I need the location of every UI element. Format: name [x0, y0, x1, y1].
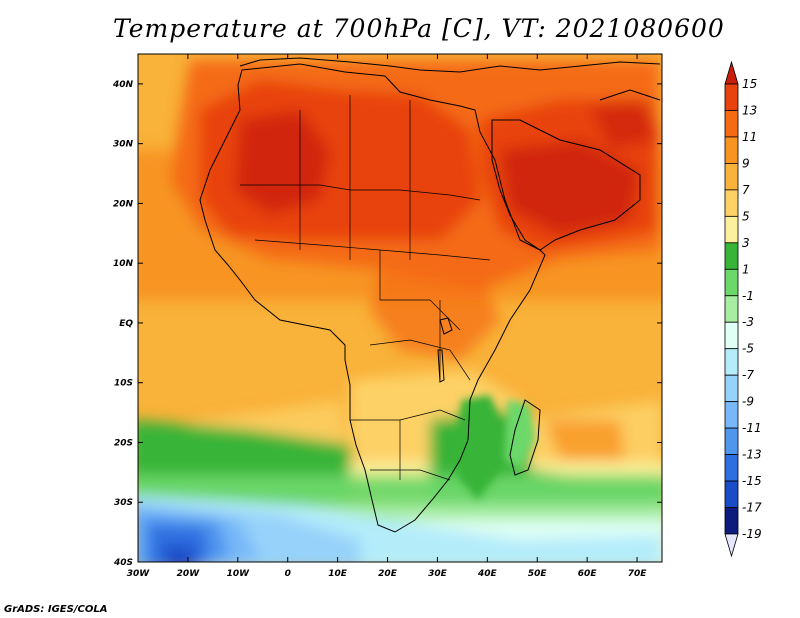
lat-tick-label: 10N [113, 259, 134, 269]
colorbar-swatch [724, 374, 739, 403]
longitude-axis: 30W 20W 10W 0 10E 20E 30E 40E 50E 60E 70E [127, 54, 647, 579]
plot-frame [137, 53, 663, 563]
lon-tick-label: 10E [328, 569, 348, 579]
colorbar-label: -3 [742, 315, 754, 329]
lat-tick-label: EQ [119, 319, 133, 329]
colorbar-bottom-arrow [724, 533, 739, 558]
colorbar-swatch [724, 268, 739, 297]
lon-tick-label: 0 [285, 569, 291, 579]
map-title: Temperature at 700hPa [C], VT: 202108060… [113, 14, 725, 43]
lon-tick-label: 40E [477, 569, 498, 579]
colorbar-swatch [724, 480, 739, 508]
colorbar-label: -13 [742, 448, 762, 462]
colorbar-label: 11 [742, 130, 757, 144]
lat-tick-label: 20S [114, 438, 133, 448]
colorbar-label: -5 [742, 342, 754, 356]
colorbar-label: -1 [742, 289, 754, 303]
colorbar-swatch [724, 215, 739, 244]
colorbar-label: -9 [742, 395, 754, 409]
colorbar-swatch [724, 507, 739, 535]
colorbar-swatch [724, 348, 739, 376]
lat-tick-label: 40S [113, 558, 133, 568]
colorbar-label: -7 [742, 368, 754, 382]
colorbar-top-arrow [724, 60, 739, 85]
lat-tick-label: 20N [113, 199, 134, 209]
colorbar-label: 13 [742, 103, 757, 117]
lon-tick-label: 30E [428, 569, 448, 579]
colorbar-label: 5 [742, 209, 750, 223]
colorbar-swatch [724, 242, 739, 270]
lon-tick-label: 50E [528, 569, 548, 579]
colorbar-swatch [724, 110, 739, 138]
lon-tick-label: 20W [177, 569, 201, 579]
lon-tick-label: 60E [578, 569, 598, 579]
colorbar-label: 1 [742, 262, 750, 276]
colorbar-swatch [724, 163, 739, 191]
colorbar-label: -19 [742, 527, 762, 541]
credit-text: GrADS: IGES/COLA [4, 604, 108, 615]
lon-tick-label: 10W [227, 569, 251, 579]
colorbar-swatch [724, 189, 739, 217]
lon-tick-label: 70E [628, 569, 648, 579]
lat-tick-label: 30N [113, 140, 134, 150]
colorbar-label: -11 [742, 421, 762, 435]
colorbar-swatch [724, 401, 739, 429]
latitude-axis: 40N 30N 20N 10N EQ 10S 20S 30S 40S [112, 80, 662, 568]
colorbar-swatch [724, 321, 739, 350]
colorbar-swatch [724, 136, 739, 164]
colorbar-label: 3 [742, 236, 750, 250]
lon-tick-label: 30W [127, 569, 151, 579]
temperature-field [138, 54, 662, 562]
coastlines [199, 57, 661, 533]
colorbar: 15 13 11 9 7 5 3 1 -1 -3 -5 -7 -9 -11 -13 -15 -17 -19 [724, 60, 762, 558]
lat-tick-label: 30S [114, 498, 133, 508]
colorbar-swatch [724, 454, 739, 482]
lat-tick-label: 10S [114, 379, 133, 389]
colorbar-swatch [724, 295, 739, 323]
colorbar-label: 9 [742, 156, 750, 170]
lat-tick-label: 40N [112, 80, 134, 90]
colorbar-swatch [724, 83, 739, 111]
colorbar-label: -17 [742, 501, 762, 515]
colorbar-label: 15 [742, 77, 757, 91]
colorbar-swatch [724, 427, 739, 455]
colorbar-label: -15 [742, 474, 762, 488]
colorbar-label: 7 [742, 183, 750, 197]
lon-tick-label: 20E [378, 569, 398, 579]
